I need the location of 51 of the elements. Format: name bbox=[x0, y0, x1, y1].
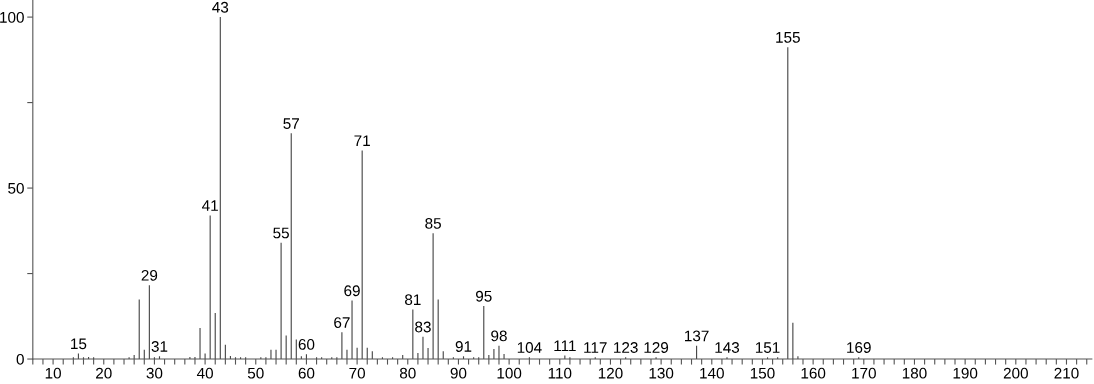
x-tick-label: 130 bbox=[649, 367, 674, 379]
annotation: 31 bbox=[151, 341, 168, 352]
y-tick-label: 0 bbox=[16, 353, 24, 365]
annotation: 81 bbox=[405, 294, 421, 306]
x-tick-label: 180 bbox=[902, 367, 927, 379]
x-tick-label: 210 bbox=[1054, 367, 1079, 379]
x-tick-label: 150 bbox=[750, 367, 775, 379]
annotation: 69 bbox=[344, 285, 360, 297]
annotation: 43 bbox=[212, 1, 229, 13]
annotation: 83 bbox=[415, 321, 431, 333]
x-tick-label: 110 bbox=[548, 367, 572, 379]
x-tick-label: 100 bbox=[497, 367, 522, 379]
annotation: 117 bbox=[584, 342, 607, 353]
x-tick-label: 140 bbox=[700, 367, 724, 379]
x-tick-label: 90 bbox=[450, 367, 467, 379]
x-tick-label: 190 bbox=[953, 367, 978, 379]
x-tick-label: 80 bbox=[399, 367, 416, 379]
x-tick-label: 70 bbox=[349, 367, 365, 379]
annotation: 71 bbox=[354, 135, 370, 146]
x-tick-label: 50 bbox=[247, 367, 264, 379]
annotation: 169 bbox=[847, 342, 871, 353]
x-tick-label: 40 bbox=[196, 367, 213, 379]
annotation: 57 bbox=[283, 118, 299, 129]
y-tick-label: 100 bbox=[0, 11, 24, 23]
x-tick-label: 200 bbox=[1003, 367, 1028, 379]
annotation: 29 bbox=[141, 269, 158, 281]
annotation: 151 bbox=[755, 342, 780, 353]
y-tick-label: 50 bbox=[8, 182, 24, 194]
annotation: 95 bbox=[476, 290, 492, 302]
annotation: 111 bbox=[554, 340, 576, 352]
x-tick-label: 10 bbox=[45, 367, 61, 379]
annotation: 85 bbox=[425, 217, 441, 229]
annotation: 41 bbox=[202, 200, 218, 211]
x-tick-label: 160 bbox=[801, 367, 826, 379]
annotation: 60 bbox=[298, 339, 315, 350]
x-tick-label: 60 bbox=[298, 367, 315, 379]
annotation: 143 bbox=[715, 342, 740, 353]
annotation: 55 bbox=[273, 227, 289, 239]
x-tick-label: 170 bbox=[852, 367, 876, 379]
annotation: 123 bbox=[614, 342, 638, 353]
annotation: 155 bbox=[776, 32, 800, 43]
annotation: 15 bbox=[71, 338, 87, 350]
annotation: 104 bbox=[517, 342, 542, 353]
x-tick-label: 30 bbox=[146, 367, 163, 379]
annotation: 98 bbox=[491, 330, 507, 342]
x-tick-label: 120 bbox=[598, 367, 623, 379]
annotation: 91 bbox=[455, 341, 472, 352]
annotation: 67 bbox=[334, 317, 350, 328]
annotation: 129 bbox=[644, 342, 669, 353]
annotation: 137 bbox=[685, 330, 709, 342]
x-tick-label: 20 bbox=[96, 367, 112, 379]
